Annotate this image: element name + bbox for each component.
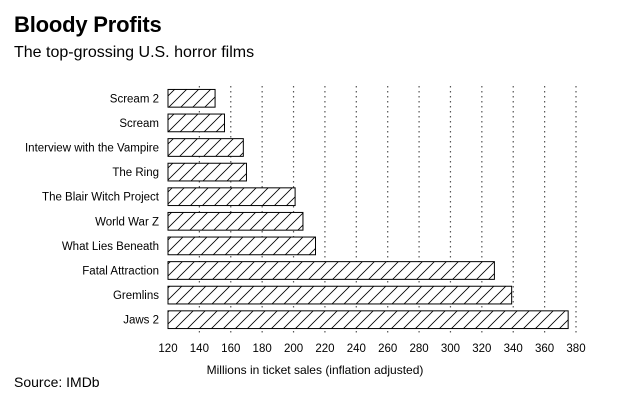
x-tick-label: 260 bbox=[378, 343, 397, 355]
x-tick-label: 360 bbox=[535, 343, 554, 355]
bar bbox=[167, 162, 247, 182]
category-label: World War Z bbox=[95, 216, 159, 228]
x-tick-label: 380 bbox=[566, 343, 585, 355]
bar bbox=[167, 285, 513, 305]
source-note: Source: IMDb bbox=[14, 374, 100, 390]
category-label: Scream bbox=[119, 118, 159, 130]
chart-subtitle: The top-grossing U.S. horror films bbox=[14, 44, 255, 61]
x-tick-label: 280 bbox=[409, 343, 428, 355]
gridlines bbox=[198, 86, 577, 336]
bar bbox=[167, 187, 296, 207]
category-label: Jaws 2 bbox=[123, 315, 159, 327]
category-label: Fatal Attraction bbox=[82, 266, 159, 278]
x-tick-label: 240 bbox=[347, 343, 366, 355]
bars bbox=[167, 88, 569, 330]
chart-title: Bloody Profits bbox=[14, 12, 162, 37]
x-tick-label: 340 bbox=[504, 343, 523, 355]
x-tick-label: 220 bbox=[315, 343, 334, 355]
x-tick-label: 200 bbox=[284, 343, 303, 355]
bar bbox=[167, 310, 569, 330]
x-axis-ticks: 120 140 160 180 200 220 240 260 280 300 320 340 360 3… bbox=[158, 343, 585, 355]
category-label: The Blair Witch Project bbox=[42, 192, 160, 204]
category-label: Interview with the Vampire bbox=[25, 143, 159, 155]
bar bbox=[167, 261, 495, 280]
x-tick-label: 160 bbox=[221, 343, 240, 355]
category-label: What Lies Beneath bbox=[62, 241, 159, 253]
x-tick-label: 120 bbox=[158, 343, 177, 355]
x-tick-label: 140 bbox=[190, 343, 209, 355]
category-label: Gremlins bbox=[113, 290, 159, 302]
x-axis-label: Millions in ticket sales (inflation adju… bbox=[207, 363, 424, 377]
bar bbox=[167, 138, 244, 157]
bar bbox=[167, 88, 216, 108]
x-tick-label: 320 bbox=[472, 343, 491, 355]
bar bbox=[167, 236, 317, 256]
x-tick-label: 180 bbox=[253, 343, 272, 355]
bar bbox=[167, 113, 225, 133]
bar bbox=[167, 211, 304, 231]
category-label: Scream 2 bbox=[110, 93, 159, 105]
category-label: The Ring bbox=[112, 167, 159, 179]
x-tick-label: 300 bbox=[441, 343, 460, 355]
category-labels: Scream 2 Scream Interview with the Vampire… bbox=[25, 93, 160, 326]
